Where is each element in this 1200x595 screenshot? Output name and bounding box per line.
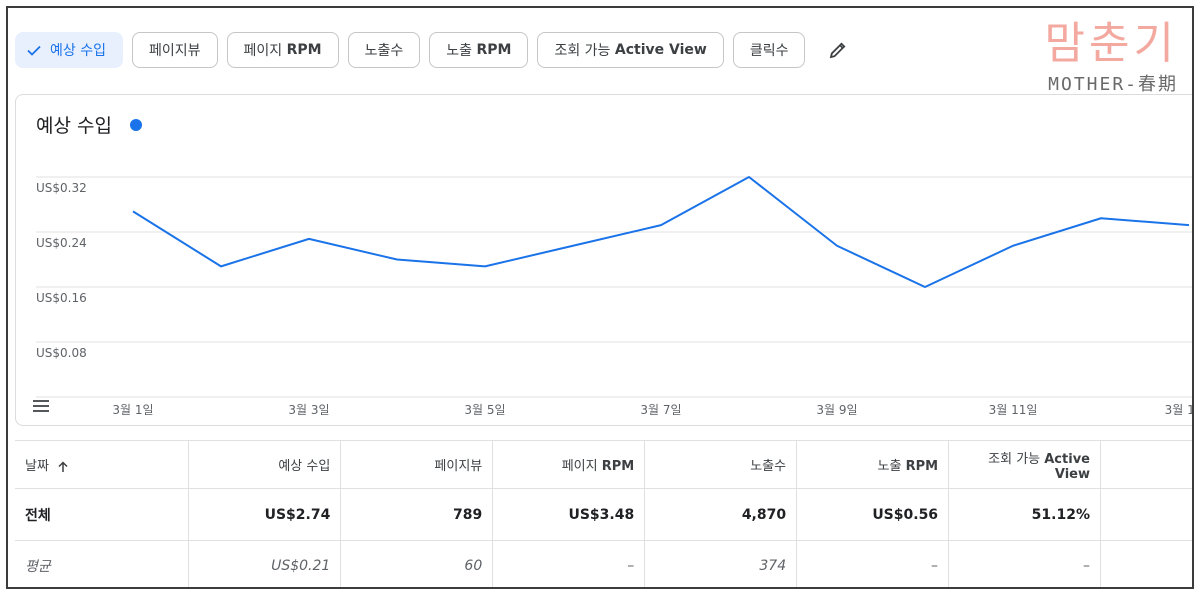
y-tick-label: US$0.08 [36,346,87,360]
table-cell: 51.12% [948,488,1101,541]
table-header-row: 날짜 예상 수입 페이지뷰 페이지 RPM 노출수 노출 RPM 조회 가능 Active … [15,440,1192,489]
table-cell: – [492,540,646,587]
table-cell: US$0.56 [796,488,950,541]
x-tick-label: 3월 9일 [816,403,858,417]
chip-impressions[interactable]: 노출수 [347,32,421,68]
chip-label-bold: RPM [286,42,322,58]
pencil-icon [830,42,846,59]
table-cell [1100,540,1192,587]
chip-page-rpm[interactable]: 페이지 RPM [226,32,339,68]
chart-title-text: 예상 수입 [36,115,112,137]
y-tick-label: US$0.32 [36,181,87,195]
edit-metrics-button[interactable] [820,32,856,68]
table-cell: US$0.21 [188,540,342,587]
column-header[interactable]: 페이지뷰 [340,440,494,489]
chip-label: 페이지뷰 [148,43,201,59]
column-header[interactable]: 조회 가능 Active View [948,440,1101,489]
chip-active-view[interactable]: 조회 가능 Active View [537,32,724,68]
chip-clicks[interactable]: 클릭수 [732,32,806,68]
table-cell: US$3.48 [492,488,646,541]
table-row-average: 평균 US$0.21 60–374– – [15,540,1192,587]
chip-impression-rpm[interactable]: 노출 RPM [429,32,529,68]
chip-label: 조회 가능 [554,43,611,59]
x-tick-label: 3월 3일 [288,403,330,417]
column-header-text: 노출 [877,459,906,474]
screenshot-frame: 예상 수입 페이지뷰 페이지 RPM 노출수 노출 RPM 조회 가능 Acti… [6,6,1194,589]
y-tick-label: US$0.16 [36,291,87,305]
table-cell: 4,870 [644,488,798,541]
chart-title: 예상 수입 [36,111,142,138]
chip-label: 페이지 [243,43,283,59]
column-header-text: 예상 수입 [278,459,331,474]
chip-label-bold: Active View [614,42,707,58]
x-tick-label: 3월 5일 [464,403,506,417]
table-cell: 평균 [15,540,190,587]
series-dot-icon [129,118,142,131]
column-header-text: 조회 가능 [988,451,1045,467]
column-header-text-bold: Active View [1044,451,1090,482]
watermark: 맘춘기 MOTHER-春期 [1045,20,1178,96]
table-cell: 전체 [15,488,190,541]
metric-chip-bar: 예상 수입 페이지뷰 페이지 RPM 노출수 노출 RPM 조회 가능 Acti… [15,32,856,68]
table-cell: US$2.74 [188,488,342,541]
column-header[interactable]: 페이지 RPM [492,440,646,489]
chip-pageviews[interactable]: 페이지뷰 [131,32,218,68]
check-icon [27,45,41,56]
report-table: 날짜 예상 수입 페이지뷰 페이지 RPM 노출수 노출 RPM 조회 가능 Active … [15,440,1192,587]
column-header-text-bold: RPM [905,459,939,474]
y-tick-label: US$0.24 [36,236,87,250]
chip-label: 노출 [446,43,472,59]
x-tick-label: 3월 7일 [640,403,682,417]
chip-label: 예상 수입 [50,43,106,59]
table-cell: – [948,540,1101,587]
table-cell: 789 [340,488,494,541]
chip-estimated-earnings[interactable]: 예상 수입 [15,32,123,68]
column-header[interactable] [1100,440,1192,489]
series-line [132,176,1190,288]
chip-label: 노출수 [364,43,404,59]
column-header[interactable]: 예상 수입 [188,440,342,489]
column-header[interactable]: 노출수 [644,440,798,489]
column-header-text: 페이지뷰 [434,459,483,474]
watermark-main: 맘춘기 [1044,18,1178,69]
x-tick-label: 3월 13일 [1164,403,1194,417]
table-row-total: 전체 US$2.74 789 US$3.48 4,870 US$0.56 51.12% [15,488,1192,541]
table-cell [1100,488,1192,541]
table-cell: – [796,540,950,587]
column-header-text: 노출수 [750,459,787,474]
chart-card: 예상 수입 US$0.32 US$0.24 US$0.16 US$0.08 3월 1일… [15,94,1194,426]
arrow-up-icon[interactable] [57,460,69,473]
column-header-text: 페이지 [561,459,602,474]
table-cell: 374 [644,540,798,587]
chip-label-bold: RPM [476,42,512,58]
column-header-text-bold: RPM [601,459,635,474]
chip-label: 클릭수 [749,43,789,59]
column-header[interactable]: 날짜 [15,440,190,489]
x-tick-label: 3월 1일 [112,403,154,417]
table-cell: 60 [340,540,494,587]
line-chart [36,176,1192,398]
column-header[interactable]: 노출 RPM [796,440,950,489]
watermark-sub: MOTHER-春期 [1048,74,1178,95]
menu-lines-icon[interactable] [32,399,50,413]
x-tick-label: 3월 11일 [988,403,1038,417]
column-header-text: 날짜 [25,459,49,474]
